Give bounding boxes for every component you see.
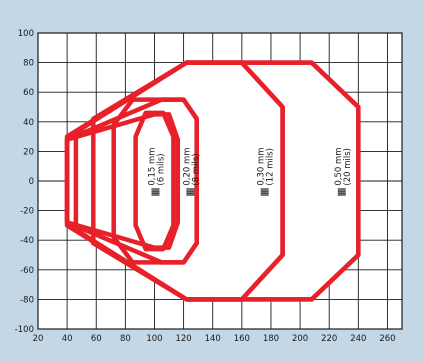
series-inner-outline: [111, 97, 199, 265]
x-tick-label: 60: [91, 334, 102, 344]
y-tick-label: 40: [23, 118, 34, 128]
series-label-line2: (8 mils): [191, 153, 201, 185]
y-tick-label: 0: [29, 177, 34, 187]
series-label-line1: 0,15 mm: [148, 147, 158, 185]
series-label-line2: (6 mils): [157, 153, 167, 185]
x-tick-label: 240: [350, 334, 366, 344]
series-inner-outline: [91, 60, 285, 302]
y-tick-label: 60: [23, 88, 34, 98]
y-tick-label: -80: [20, 295, 34, 305]
y-tick-label: 80: [23, 59, 34, 69]
series-label-line1: 0,50 mm: [334, 147, 344, 185]
x-tick-label: 180: [263, 334, 279, 344]
x-tick-label: 80: [120, 334, 131, 344]
y-tick-label: -40: [20, 236, 34, 246]
y-tick-label: 100: [18, 29, 34, 39]
series-label-line1: 0,20 mm: [182, 147, 192, 185]
series-label: 0,30 mm (12 mils): [257, 147, 276, 196]
series-layer: [64, 60, 361, 302]
x-tick-label: 40: [62, 334, 73, 344]
series-label-line2: (20 mils): [343, 148, 353, 186]
series-label-line1: 0,30 mm: [257, 147, 267, 185]
x-tick-label: 140: [205, 334, 221, 344]
barcode-icon: [260, 188, 269, 196]
barcode-icon: [186, 188, 195, 196]
plot-frame: [37, 32, 403, 330]
x-tick-label: 20: [33, 334, 44, 344]
annotations: 0,15 mm (6 mils) 0,20 mm (8 mils) 0,30 mm (12…: [148, 147, 353, 196]
x-tick-label: 100: [146, 334, 162, 344]
barcode-icon: [151, 188, 160, 196]
series-inner-outline: [133, 110, 176, 252]
y-tick-label: -20: [20, 207, 34, 217]
x-tick-label: 200: [292, 334, 308, 344]
x-tick-label: 260: [379, 334, 395, 344]
tick-labels: -100 -80 -60 -40 -20 0 20 40 60 80 100 20 40 60 80 100 1…: [15, 29, 396, 344]
series-inner-outline: [73, 60, 361, 302]
barcode-icon: [337, 188, 346, 196]
series-label-line2: (12 mils): [266, 148, 276, 186]
x-tick-label: 120: [175, 334, 191, 344]
series-label: 0,20 mm (8 mils): [182, 147, 201, 196]
y-tick-label: 20: [23, 147, 34, 157]
series-label: 0,50 mm (20 mils): [334, 147, 353, 196]
y-tick-label: -60: [20, 266, 34, 276]
series-label: 0,15 mm (6 mils): [148, 147, 167, 196]
x-tick-label: 220: [321, 334, 337, 344]
y-tick-label: -100: [15, 325, 34, 335]
x-tick-label: 160: [234, 334, 250, 344]
